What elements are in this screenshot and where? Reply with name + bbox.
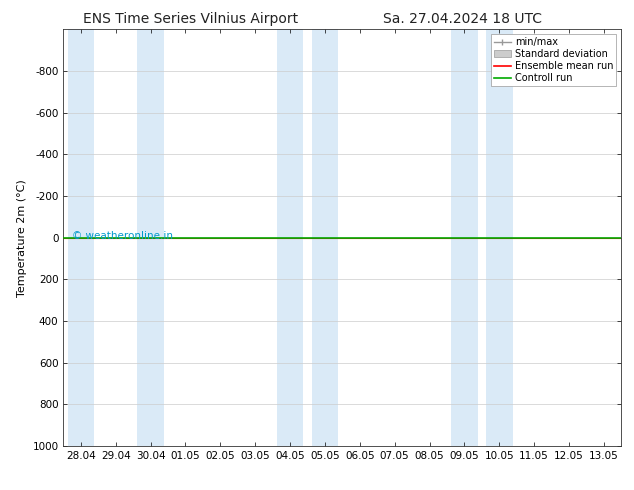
Bar xyxy=(486,29,512,446)
Text: Sa. 27.04.2024 18 UTC: Sa. 27.04.2024 18 UTC xyxy=(384,12,542,26)
Text: ENS Time Series Vilnius Airport: ENS Time Series Vilnius Airport xyxy=(82,12,298,26)
Bar xyxy=(277,29,303,446)
Y-axis label: Temperature 2m (°C): Temperature 2m (°C) xyxy=(17,179,27,296)
Bar xyxy=(68,29,94,446)
Bar xyxy=(138,29,164,446)
Legend: min/max, Standard deviation, Ensemble mean run, Controll run: min/max, Standard deviation, Ensemble me… xyxy=(491,34,616,86)
Text: © weatheronline.in: © weatheronline.in xyxy=(72,231,173,241)
Bar xyxy=(451,29,477,446)
Bar xyxy=(312,29,338,446)
